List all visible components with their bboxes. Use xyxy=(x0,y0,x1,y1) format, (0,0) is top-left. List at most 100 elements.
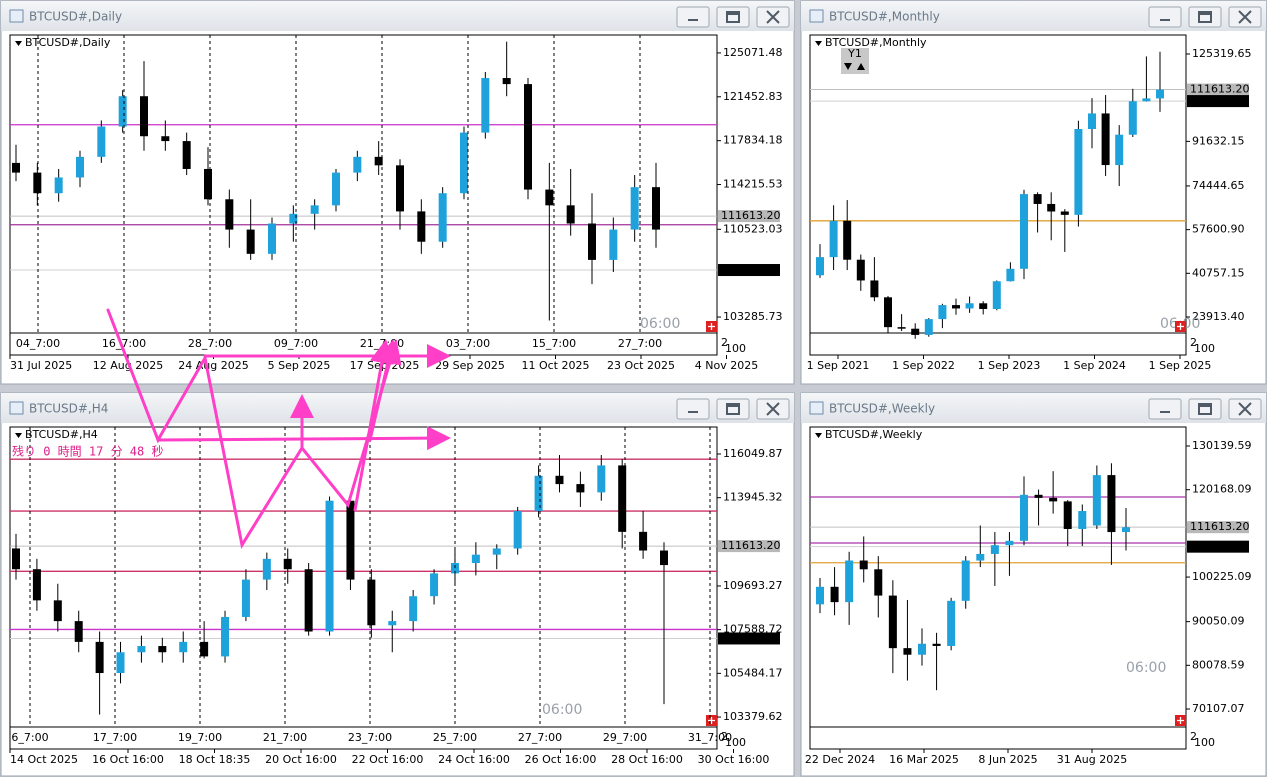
candle-body xyxy=(1122,527,1130,533)
symbol-label: BTCUSD#,H4 xyxy=(25,428,98,441)
countdown: 残り 0 時間 17 分 48 秒 xyxy=(12,445,163,459)
candle-body xyxy=(1049,497,1058,502)
price-label-box xyxy=(1187,540,1249,553)
candle-body xyxy=(1060,211,1069,215)
minimize-button[interactable] xyxy=(676,6,710,28)
y-tick-label: 116049.87 xyxy=(723,447,783,460)
window-icon xyxy=(9,9,24,23)
y-tick-label: 114215.53 xyxy=(723,178,783,191)
candle-body xyxy=(588,223,596,260)
maximize-button[interactable] xyxy=(716,398,750,420)
time-label: 4 Nov 2025 xyxy=(695,359,758,372)
candle-body xyxy=(938,305,947,320)
y-tick-label: 103285.73 xyxy=(723,310,783,323)
sub-scale-label: 100 xyxy=(1194,736,1215,749)
y-tick-label: 113945.32 xyxy=(723,491,783,504)
maximize-button[interactable] xyxy=(1188,398,1222,420)
y-tick-label: 125319.65 xyxy=(1192,47,1252,60)
price-label-box xyxy=(1187,95,1249,108)
candle-body xyxy=(829,220,838,258)
candle-body xyxy=(888,595,897,649)
time-label: 29 Sep 2025 xyxy=(435,359,505,372)
candle-body xyxy=(660,550,668,566)
candle-body xyxy=(137,646,146,653)
candle-body xyxy=(1034,494,1043,498)
minimize-button[interactable] xyxy=(1148,6,1182,28)
candle-body xyxy=(1128,101,1137,135)
candle-body xyxy=(76,156,84,178)
y-tick-label: 130139.59 xyxy=(1192,439,1252,452)
plot-area xyxy=(9,34,718,334)
candle-body xyxy=(481,78,490,133)
hand-drawn-arrows xyxy=(106,308,451,550)
maximize-button[interactable] xyxy=(1188,6,1222,28)
candle-body xyxy=(492,548,501,555)
maximize-button[interactable] xyxy=(716,6,750,28)
candle-body xyxy=(555,475,564,485)
candle-body xyxy=(471,554,480,563)
y-tick-label: 109693.27 xyxy=(723,579,783,592)
sub-time-label: 29_7:00 xyxy=(603,731,647,744)
candle-body xyxy=(976,553,985,561)
candle-body xyxy=(884,297,892,328)
candle-body xyxy=(158,646,167,653)
candle-body xyxy=(310,205,319,214)
price-label: 111613.20 xyxy=(721,539,781,552)
add-button-icon xyxy=(1177,717,1184,724)
candle-body xyxy=(97,126,106,157)
candle-body xyxy=(1005,540,1014,546)
window-icon xyxy=(9,401,24,415)
minimize-button[interactable] xyxy=(676,398,710,420)
price-label: 111613.20 xyxy=(1190,83,1250,96)
candle-body xyxy=(182,141,191,169)
candle-body xyxy=(924,319,933,335)
period-arrows xyxy=(844,63,865,70)
candle-body xyxy=(992,281,1001,309)
symbol-arrow xyxy=(815,433,822,438)
time-label: 22 Oct 16:00 xyxy=(352,753,424,766)
candle-body xyxy=(200,641,209,657)
sub-time-label: 31_7:00 xyxy=(688,731,732,744)
candle-body xyxy=(246,229,255,254)
time-label: 30 Oct 16:00 xyxy=(698,753,770,766)
candle-body xyxy=(332,172,340,206)
candle-body xyxy=(897,327,906,329)
candle-body xyxy=(534,475,543,512)
y-tick-label: 117834.18 xyxy=(723,134,783,147)
minimize-button[interactable] xyxy=(1148,398,1182,420)
price-label-box xyxy=(718,632,780,645)
y-tick-label: 91632.15 xyxy=(1192,134,1245,147)
candle-body xyxy=(566,205,575,224)
candle-body xyxy=(1107,475,1116,533)
candle-body xyxy=(417,211,426,242)
time-label: 1 Sep 2024 xyxy=(1063,359,1126,372)
chart-window: BTCUSD#,Weekly BTCUSD#,Weekly 130139.59 120… xyxy=(800,392,1267,777)
candle-body xyxy=(816,257,824,276)
candle-body xyxy=(304,569,313,632)
y-tick-label: 23913.40 xyxy=(1192,310,1245,323)
sub-window xyxy=(809,726,1187,750)
time-label: 23 Oct 2025 xyxy=(607,359,675,372)
time-label: 26 Oct 16:00 xyxy=(525,753,597,766)
candle-body xyxy=(502,78,511,85)
chart-window: BTCUSD#,H4 BTCUSD#,H4 116049.87 113945.32 10… xyxy=(0,392,795,777)
candle-body xyxy=(1047,203,1056,212)
price-label-box xyxy=(718,264,780,277)
candle-body xyxy=(460,132,468,194)
candle-body xyxy=(32,569,41,601)
candle-body xyxy=(396,165,404,212)
candle-body xyxy=(53,600,62,622)
candle-body xyxy=(388,621,397,626)
candle-body xyxy=(1033,194,1042,204)
candle-body xyxy=(652,187,660,230)
period-button-label: Y1 xyxy=(847,47,862,60)
candle-body xyxy=(545,189,554,206)
time-overlay: 06:00 xyxy=(640,316,680,332)
candle-body xyxy=(325,500,334,632)
candle-body xyxy=(204,168,212,200)
candle-body xyxy=(961,560,970,601)
y-tick-label: 70107.07 xyxy=(1192,702,1245,715)
candle-body xyxy=(979,303,988,309)
time-label: 24 Aug 2025 xyxy=(178,359,248,372)
